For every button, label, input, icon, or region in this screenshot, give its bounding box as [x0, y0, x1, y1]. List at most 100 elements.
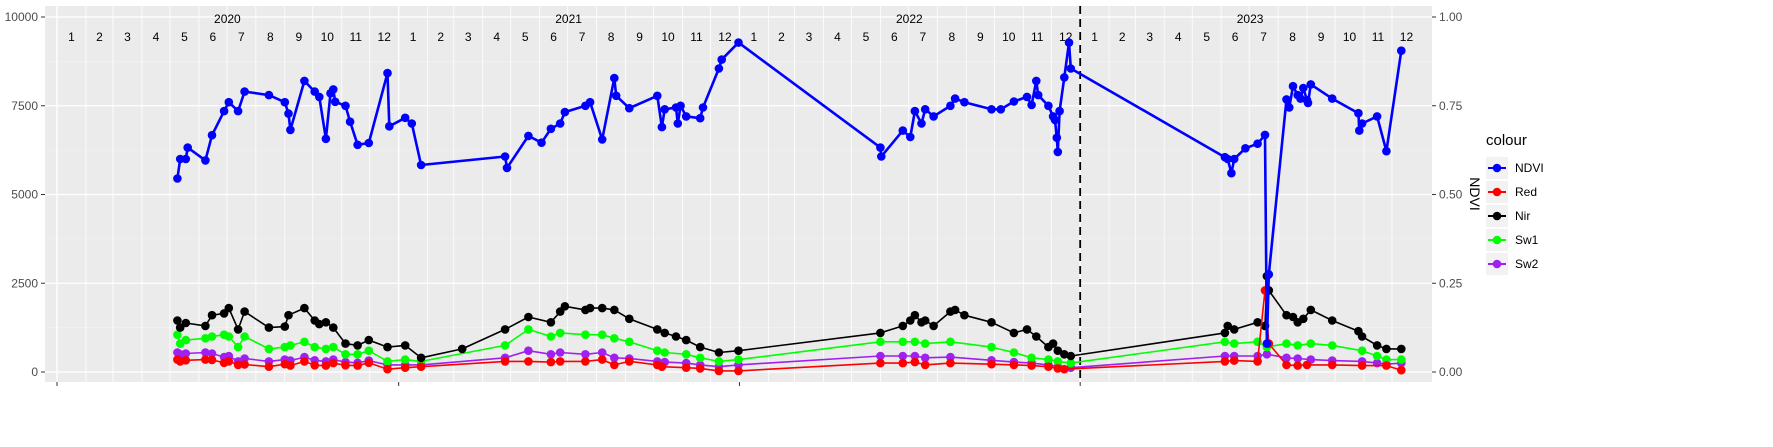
data-point-ndvi	[416, 160, 426, 170]
month-label: 10	[661, 30, 675, 44]
data-point-sw1	[555, 328, 565, 338]
data-point-ndvi	[1285, 103, 1294, 112]
year-label: 2020	[214, 12, 241, 26]
legend-item-red: Red	[1486, 181, 1537, 203]
y-tick-label: 10000	[5, 10, 39, 24]
data-point-sw2	[240, 354, 249, 363]
data-point-red	[300, 357, 309, 366]
data-point-nir	[280, 322, 290, 331]
data-point-ndvi	[1382, 146, 1391, 156]
data-point-red	[321, 361, 331, 370]
y2-tick-label: 0.00	[1439, 365, 1463, 379]
data-point-sw1	[653, 346, 662, 356]
month-label: 5	[522, 30, 529, 44]
y2-tick-label: 0.50	[1439, 188, 1463, 202]
data-point-nir	[364, 335, 374, 345]
month-label: 8	[1289, 30, 1296, 44]
data-point-nir	[1357, 332, 1367, 341]
data-point-ndvi	[960, 97, 969, 107]
data-point-ndvi	[585, 97, 595, 107]
data-point-ndvi	[1060, 73, 1069, 82]
month-label: 2	[1119, 30, 1126, 44]
data-point-ndvi	[502, 163, 512, 173]
data-point-nir	[1372, 341, 1382, 350]
month-label: 10	[1002, 30, 1016, 44]
data-point-ndvi	[385, 122, 394, 131]
data-point-ndvi	[353, 140, 362, 150]
data-point-sw1	[1357, 346, 1367, 356]
data-point-nir	[898, 321, 908, 331]
data-point-ndvi	[224, 97, 234, 107]
month-label: 2	[778, 30, 785, 44]
month-label: 4	[1175, 30, 1182, 44]
data-point-ndvi	[1327, 94, 1337, 103]
data-point-ndvi	[717, 55, 726, 64]
data-point-red	[1229, 356, 1239, 365]
data-point-sw1	[1229, 339, 1239, 348]
data-point-sw2	[920, 353, 930, 363]
data-point-ndvi	[286, 125, 295, 135]
data-point-red	[1382, 361, 1391, 370]
data-point-ndvi	[1009, 97, 1019, 106]
data-point-ndvi	[1064, 38, 1074, 47]
data-point-ndvi	[1303, 98, 1313, 108]
data-point-sw2	[201, 348, 210, 357]
data-point-red	[681, 363, 691, 373]
data-point-nir	[321, 318, 331, 327]
data-point-red	[1397, 365, 1406, 375]
data-point-nir	[1066, 351, 1076, 361]
legend-label: NDVI	[1515, 161, 1544, 175]
data-point-ndvi	[1027, 100, 1036, 110]
data-point-red	[364, 358, 374, 368]
data-point-ndvi	[917, 119, 926, 128]
data-point-ndvi	[1052, 133, 1062, 142]
data-point-red	[898, 358, 908, 368]
data-point-red	[1302, 360, 1312, 370]
data-point-red	[201, 355, 210, 364]
data-point-sw1	[1306, 339, 1316, 348]
data-point-ndvi	[233, 106, 243, 116]
series-layer	[173, 38, 1406, 376]
data-point-ndvi	[657, 122, 667, 132]
data-point-sw1	[1293, 341, 1302, 350]
year-label: 2021	[555, 12, 582, 26]
month-label: 1	[751, 30, 758, 44]
data-point-ndvi	[284, 109, 293, 118]
month-label: 1	[410, 30, 417, 44]
data-point-nir	[524, 312, 533, 322]
data-point-nir	[714, 348, 724, 357]
legend-label: Sw2	[1515, 257, 1539, 271]
data-point-red	[910, 357, 920, 367]
data-point-ndvi	[660, 105, 669, 114]
data-point-ndvi	[1282, 95, 1291, 104]
data-point-nir	[341, 339, 350, 348]
data-point-red	[1220, 357, 1230, 366]
data-point-nir	[207, 310, 217, 320]
month-label: 8	[267, 30, 274, 44]
month-label: 12	[378, 30, 392, 44]
data-point-nir	[400, 341, 410, 350]
data-point-ndvi	[329, 85, 338, 94]
data-point-ndvi	[898, 126, 908, 135]
data-point-ndvi	[315, 92, 324, 102]
data-point-sw1	[201, 334, 210, 343]
data-point-red	[1357, 361, 1367, 370]
data-point-red	[610, 360, 619, 370]
month-label: 10	[1343, 30, 1357, 44]
series-sw1	[173, 325, 1406, 368]
data-point-ndvi	[946, 101, 955, 111]
data-point-nir	[671, 332, 681, 341]
legend-item-sw1: Sw1	[1486, 229, 1539, 251]
data-point-sw2	[524, 346, 533, 356]
data-point-ndvi	[681, 112, 691, 121]
year-label: 2023	[1237, 12, 1264, 26]
data-point-red	[1053, 364, 1063, 373]
y-tick-label: 2500	[11, 276, 38, 290]
y-tick-label: 7500	[11, 99, 38, 113]
data-point-sw1	[383, 357, 392, 366]
data-point-ndvi	[173, 174, 182, 183]
data-point-red	[1044, 362, 1053, 372]
data-point-nir	[1220, 328, 1230, 338]
data-point-red	[310, 361, 320, 370]
